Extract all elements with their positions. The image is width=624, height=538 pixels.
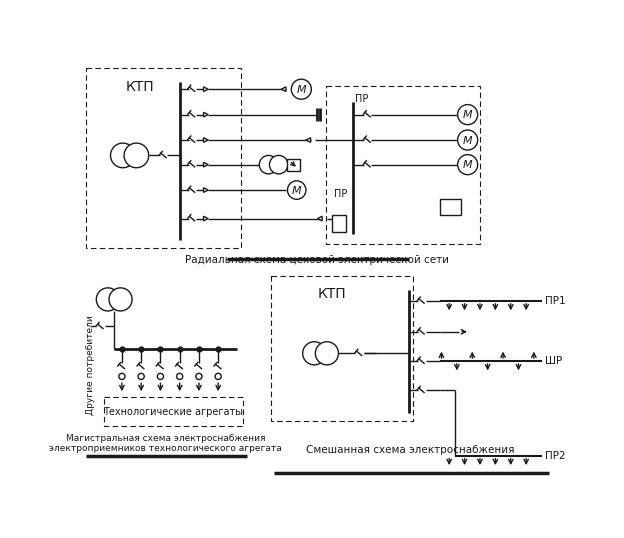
Polygon shape bbox=[281, 87, 286, 91]
Circle shape bbox=[291, 79, 311, 99]
Circle shape bbox=[288, 181, 306, 199]
Text: Магистральная схема электроснабжения: Магистральная схема электроснабжения bbox=[66, 434, 266, 443]
Text: Радиальная схема цеховой электрической сети: Радиальная схема цеховой электрической с… bbox=[185, 255, 449, 265]
Circle shape bbox=[119, 373, 125, 379]
Bar bbox=[85, 68, 241, 248]
Bar bbox=[326, 86, 480, 244]
Circle shape bbox=[109, 288, 132, 311]
Bar bbox=[288, 159, 300, 171]
Circle shape bbox=[110, 143, 135, 168]
Bar bbox=[271, 277, 413, 421]
Circle shape bbox=[177, 373, 183, 379]
Text: M: M bbox=[463, 136, 472, 146]
Text: ПР: ПР bbox=[334, 189, 347, 199]
Circle shape bbox=[196, 373, 202, 379]
Text: ПР2: ПР2 bbox=[545, 451, 565, 461]
Circle shape bbox=[457, 154, 477, 175]
Polygon shape bbox=[203, 188, 208, 193]
Text: КТП: КТП bbox=[125, 80, 154, 94]
Polygon shape bbox=[306, 138, 311, 143]
Circle shape bbox=[215, 373, 222, 379]
Circle shape bbox=[124, 143, 149, 168]
Text: Технологические агрегаты: Технологические агрегаты bbox=[104, 407, 243, 417]
Polygon shape bbox=[203, 162, 208, 167]
Text: M: M bbox=[292, 186, 301, 196]
Text: электроприемников технологического агрегата: электроприемников технологического агрег… bbox=[49, 444, 282, 453]
Circle shape bbox=[457, 104, 477, 125]
Text: КТП: КТП bbox=[318, 287, 346, 301]
Text: M: M bbox=[463, 160, 472, 171]
Circle shape bbox=[138, 373, 144, 379]
Text: M: M bbox=[463, 110, 472, 121]
Polygon shape bbox=[203, 112, 208, 117]
Bar bbox=[440, 199, 462, 215]
Text: ПР: ПР bbox=[355, 94, 369, 104]
Text: ШР: ШР bbox=[545, 356, 562, 366]
Circle shape bbox=[315, 342, 338, 365]
Circle shape bbox=[157, 373, 163, 379]
Text: Другие потребители: Другие потребители bbox=[86, 315, 95, 415]
Text: Смешанная схема электроснабжения: Смешанная схема электроснабжения bbox=[306, 445, 515, 455]
Polygon shape bbox=[318, 216, 322, 221]
Text: M: M bbox=[296, 85, 306, 95]
Circle shape bbox=[457, 130, 477, 150]
Bar bbox=[104, 397, 243, 427]
Circle shape bbox=[270, 155, 288, 174]
Polygon shape bbox=[203, 138, 208, 143]
Bar bbox=[332, 215, 346, 232]
Circle shape bbox=[303, 342, 326, 365]
Polygon shape bbox=[203, 87, 208, 91]
Polygon shape bbox=[203, 216, 208, 221]
Text: ПР1: ПР1 bbox=[545, 296, 565, 306]
Circle shape bbox=[96, 288, 119, 311]
Circle shape bbox=[260, 155, 278, 174]
